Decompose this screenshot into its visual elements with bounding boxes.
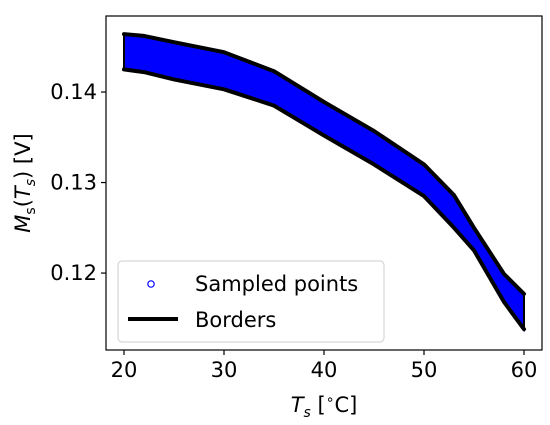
border-line-upper — [122, 32, 526, 296]
legend-label-borders: Borders — [195, 308, 276, 332]
x-tick-label: 40 — [311, 358, 338, 382]
legend: Sampled points Borders — [117, 260, 385, 343]
legend-marker-sampled-points — [147, 280, 155, 288]
y-axis-label: Ms(Ts) [V] — [11, 133, 39, 232]
x-axis-label: Ts [∘C] — [291, 392, 358, 421]
x-tick-label: 30 — [211, 358, 238, 382]
plot-layer — [122, 32, 526, 333]
x-tick-label: 60 — [511, 358, 538, 382]
axes-layer: 20 30 40 50 60 0.12 0.13 0.14 — [50, 80, 537, 382]
x-tick-label: 50 — [411, 358, 438, 382]
border-line-lower — [122, 67, 526, 332]
y-tick-label: 0.12 — [50, 261, 97, 285]
y-tick-label: 0.14 — [50, 80, 97, 104]
legend-label-sampled-points: Sampled points — [195, 272, 358, 296]
x-tick-label: 20 — [111, 358, 138, 382]
legend-box — [117, 260, 385, 343]
y-tick-label: 0.13 — [50, 171, 97, 195]
